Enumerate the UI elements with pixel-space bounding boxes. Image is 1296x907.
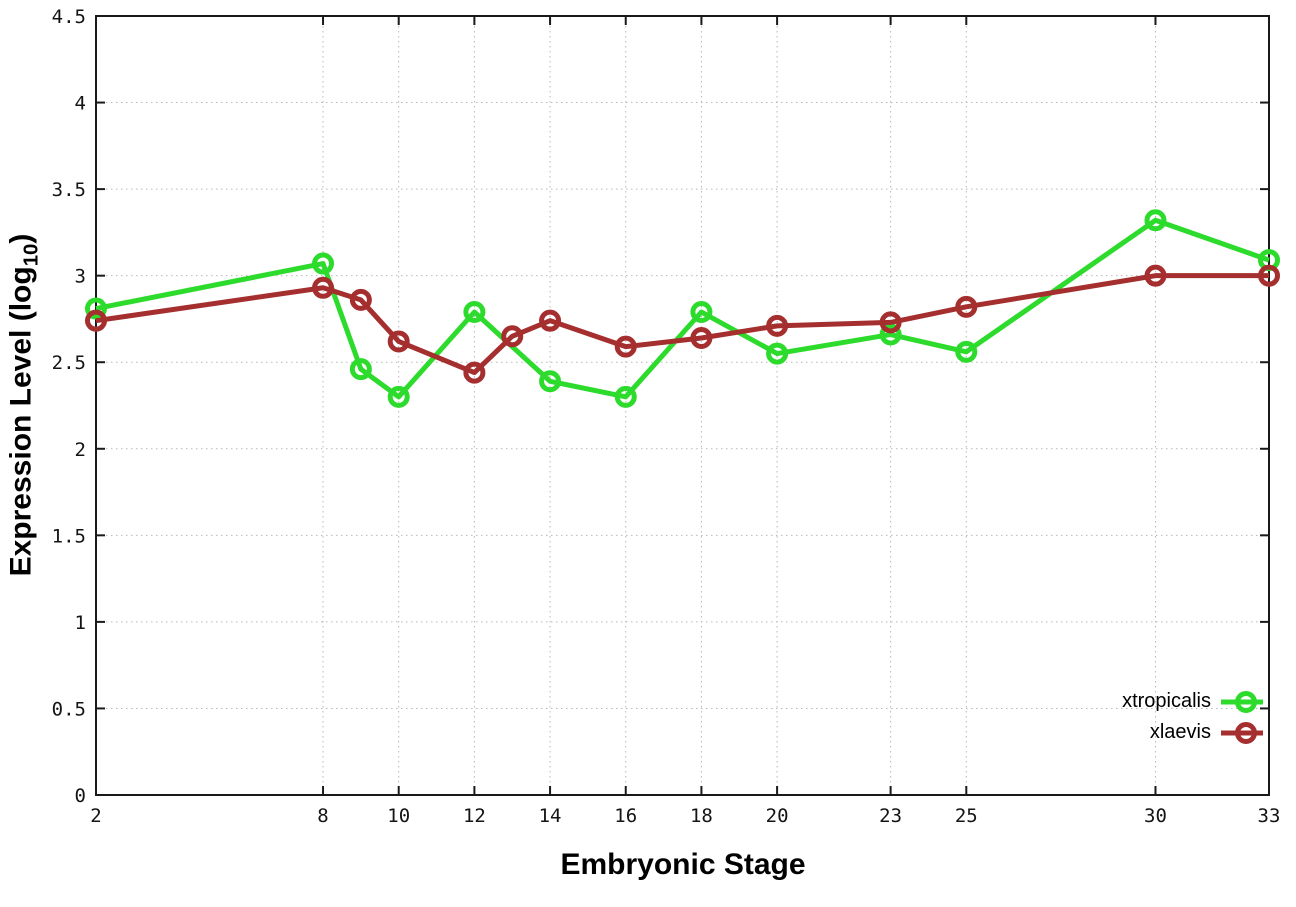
legend-item-xlaevis: xlaevis — [1150, 717, 1264, 748]
y-axis-title-subscript: 10 — [20, 243, 43, 267]
x-tick-label: 12 — [463, 805, 486, 827]
legend-sample-point — [1235, 690, 1257, 713]
marker-xlaevis — [614, 335, 637, 358]
plot-border — [95, 15, 1270, 796]
marker-xtropicalis — [312, 252, 335, 275]
x-tick-label: 16 — [614, 805, 637, 827]
marker-xlaevis — [766, 314, 789, 337]
legend-marker-xlaevis — [1221, 721, 1263, 744]
legend-marker-xtropicalis — [1221, 690, 1263, 713]
marker-xtropicalis — [614, 385, 637, 408]
x-tick-label: 18 — [690, 805, 713, 827]
x-tick-label: 2 — [90, 805, 101, 827]
marker-xlaevis — [85, 309, 107, 332]
marker-xlaevis — [539, 309, 562, 332]
legend-label: xtropicalis — [1122, 690, 1211, 712]
y-tick-label: 4 — [75, 93, 86, 115]
legend: xtropicalis xlaevis — [1122, 686, 1264, 748]
legend-item-xtropicalis: xtropicalis — [1122, 686, 1264, 717]
series-line-xtropicalis — [95, 217, 1270, 400]
legend-label: xlaevis — [1149, 721, 1211, 743]
x-tick-label: 8 — [317, 805, 328, 827]
marker-xtropicalis — [463, 301, 486, 324]
x-tick-label: 14 — [539, 805, 562, 827]
marker-xtropicalis — [955, 340, 978, 363]
marker-xtropicalis — [766, 342, 789, 365]
marker-xlaevis — [501, 325, 524, 348]
y-tick-label: 0.5 — [52, 698, 86, 720]
y-tick-label: 2.5 — [52, 352, 86, 374]
y-tick-label: 1.5 — [52, 525, 86, 547]
marker-xtropicalis — [1144, 209, 1167, 232]
marker-xtropicalis — [690, 301, 713, 324]
marker-xtropicalis — [387, 385, 410, 408]
x-tick-label: 20 — [766, 805, 789, 827]
y-axis-title-text: Expression Level (log10) — [4, 233, 43, 577]
x-tick-label: 10 — [387, 805, 410, 827]
y-tick-label: 2 — [75, 439, 86, 461]
marker-xtropicalis — [539, 370, 562, 393]
marker-xlaevis — [690, 326, 713, 349]
x-tick-label: 23 — [879, 805, 902, 827]
marker-xlaevis — [349, 288, 372, 311]
marker-xtropicalis — [85, 297, 107, 320]
marker-xlaevis — [312, 276, 335, 299]
marker-xlaevis — [879, 311, 902, 334]
y-tick-label: 4.5 — [52, 6, 86, 28]
y-tick-label: 0 — [75, 785, 86, 807]
x-tick-label: 33 — [1258, 805, 1281, 827]
x-axis-title: Embryonic Stage — [560, 848, 806, 881]
y-tick-label: 1 — [75, 612, 86, 634]
marker-xtropicalis — [349, 358, 372, 381]
y-tick-label: 3 — [75, 266, 86, 288]
marker-xlaevis — [463, 361, 486, 384]
marker-xtropicalis — [879, 323, 902, 346]
legend-sample-point — [1235, 721, 1257, 744]
marker-xlaevis — [1258, 264, 1280, 287]
x-tick-label: 25 — [955, 805, 978, 827]
y-tick-label: 3.5 — [52, 179, 86, 201]
marker-xlaevis — [955, 295, 978, 318]
series-line-xlaevis — [95, 273, 1269, 376]
x-tick-label: 30 — [1144, 805, 1167, 827]
marker-xlaevis — [387, 330, 410, 353]
marker-xlaevis — [1144, 264, 1167, 287]
